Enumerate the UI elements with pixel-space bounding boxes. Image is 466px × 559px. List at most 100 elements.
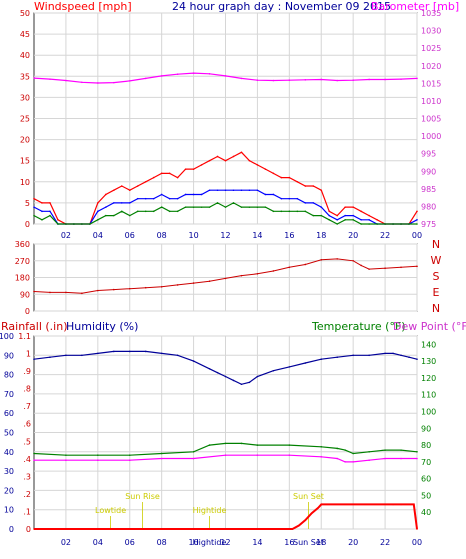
wind-series-point <box>168 197 171 200</box>
wind-series-point <box>416 218 418 221</box>
series-point <box>408 356 410 359</box>
series-line <box>33 350 418 385</box>
direction-series-point <box>304 263 307 266</box>
series-point <box>112 350 115 353</box>
wind-series-point <box>312 202 315 204</box>
direction-series-point <box>160 286 163 288</box>
wind-series-point <box>304 202 307 204</box>
wind-series-point <box>176 176 179 179</box>
humidity-x-tick-label: 00 <box>412 538 422 547</box>
wind-series-point <box>360 210 362 213</box>
wind-series-point <box>120 210 123 213</box>
temperature-tick-label: 50 <box>421 491 431 500</box>
wind-series-point <box>240 151 243 154</box>
humidity-x-tick-label: 22 <box>380 538 390 547</box>
wind-x-tick-label: 20 <box>348 231 358 240</box>
wind-series-point <box>416 77 418 80</box>
wind-series-point <box>328 214 331 217</box>
humidity-axis-label: Humidity (%) <box>66 320 138 333</box>
wind-series-point <box>216 202 219 204</box>
wind-series-point <box>416 210 418 213</box>
series-point <box>97 459 99 461</box>
wind-series-point <box>128 80 131 82</box>
barometer-tick-label: 980 <box>421 202 436 211</box>
wind-series-point <box>368 218 370 221</box>
wind-series-point <box>168 210 171 213</box>
series-point <box>320 358 323 360</box>
series-point <box>310 512 313 515</box>
wind-series-point <box>296 197 299 200</box>
direction-series-point <box>288 266 291 269</box>
barometer-tick-label: 1015 <box>421 79 441 88</box>
wind-series-point <box>232 202 235 204</box>
wind-series-point <box>128 214 131 217</box>
temperature-axis-label: Temperature (°F) <box>311 320 406 333</box>
series-point <box>304 362 307 364</box>
direction-series-point <box>384 267 386 269</box>
wind-series-point <box>33 214 35 217</box>
wind-series-point <box>288 79 291 81</box>
wind-series-point <box>33 77 35 79</box>
humidity-tick-label: 40 <box>4 448 14 457</box>
wind-series-point <box>160 206 163 208</box>
wind-series-point <box>360 223 362 225</box>
wind-series-point <box>328 210 331 213</box>
series-point <box>344 461 346 463</box>
wind-series-point <box>240 77 243 80</box>
wind-series-point <box>112 214 115 217</box>
barometer-tick-label: 1030 <box>421 27 441 36</box>
wind-series-point <box>376 223 378 225</box>
series-point <box>400 503 402 506</box>
series-point <box>384 457 386 460</box>
wind-series-point <box>376 218 378 221</box>
rainfall-axis-label: Rainfall (.in) <box>1 320 68 333</box>
direction-compass-label: W <box>431 254 442 267</box>
series-point <box>344 449 346 451</box>
wind-x-tick-label: 02 <box>61 231 71 240</box>
event-label: Sun Rise <box>125 492 160 501</box>
series-point <box>416 451 418 453</box>
temperature-tick-label: 120 <box>421 374 436 383</box>
humidity-x-tick-label: 10 <box>188 538 198 547</box>
wind-series-point <box>65 223 67 225</box>
rain-tick-label: .1 <box>23 507 31 516</box>
wind-series-point <box>384 223 386 225</box>
direction-series-point <box>352 259 354 262</box>
wind-series-point <box>168 172 171 175</box>
humidity-x-tick-label: 12 <box>220 538 230 547</box>
series-point <box>33 528 35 530</box>
wind-series-point <box>57 223 59 225</box>
wind-series-point <box>112 81 115 84</box>
series-point <box>33 459 35 461</box>
series-point <box>288 444 291 446</box>
wind-series-point <box>152 210 155 213</box>
direction-series-point <box>192 282 195 284</box>
humidity-tick-label: 10 <box>4 506 14 515</box>
barometer-tick-label: 1010 <box>421 97 441 106</box>
wind-series-point <box>248 206 251 208</box>
series-point <box>320 503 323 506</box>
rain-tick-label: 1 <box>26 350 31 359</box>
series-point <box>288 366 291 368</box>
barometer-axis-label: Barometer [mb] <box>371 0 459 13</box>
series-point <box>192 451 195 453</box>
chart-title: 24 hour graph day : November 09 2015 <box>172 0 391 13</box>
humidity-x-tick-label: 14 <box>252 538 262 547</box>
wind-series-point <box>248 159 251 162</box>
wind-y-tick-label: 0 <box>25 220 30 229</box>
series-point <box>65 354 67 357</box>
wind-x-tick-label: 08 <box>157 231 167 240</box>
wind-series-point <box>192 206 195 208</box>
series-point <box>320 445 323 448</box>
temperature-tick-label: 70 <box>421 458 431 467</box>
wind-series-point <box>49 78 51 80</box>
wind-series-point <box>232 189 235 192</box>
series-point <box>232 379 235 382</box>
series-point <box>224 375 227 378</box>
temperature-tick-label: 90 <box>421 424 431 433</box>
series-point <box>216 371 219 374</box>
wind-series-point <box>128 189 131 192</box>
series-point <box>248 381 251 384</box>
wind-series-point <box>128 202 131 204</box>
